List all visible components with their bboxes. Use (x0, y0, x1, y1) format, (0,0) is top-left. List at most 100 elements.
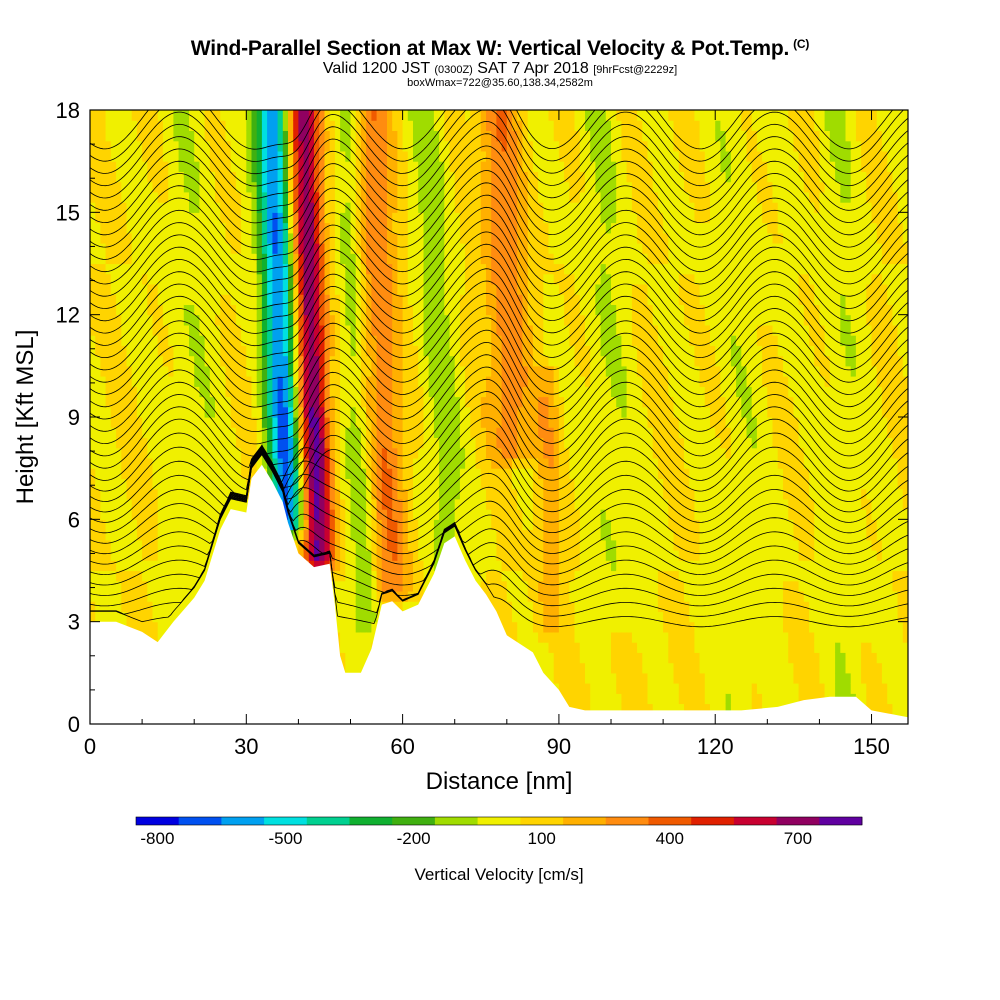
w-cell (131, 601, 138, 612)
w-cell (324, 110, 331, 121)
w-cell (147, 591, 154, 602)
w-cell (293, 539, 299, 551)
w-cell (334, 120, 341, 131)
w-cell (126, 365, 133, 377)
w-cell (517, 611, 523, 623)
w-cell (157, 621, 164, 633)
w-cell (204, 550, 211, 561)
w-cell (251, 324, 258, 336)
w-cell (272, 263, 279, 275)
w-cell (116, 161, 122, 172)
w-cell (178, 550, 185, 561)
w-cell (147, 519, 154, 531)
w-cell (168, 243, 174, 254)
w-cell (360, 304, 367, 316)
w-cell (345, 376, 352, 387)
w-cell (230, 376, 237, 387)
w-cell (496, 457, 503, 469)
w-cell (402, 601, 409, 612)
w-cell (303, 140, 310, 152)
w-cell (517, 150, 523, 162)
w-cell (246, 447, 253, 459)
w-cell (491, 519, 497, 531)
w-cell (402, 386, 409, 398)
w-cell (173, 519, 180, 531)
w-cell (517, 427, 523, 438)
w-cell (277, 437, 284, 449)
w-cell (189, 437, 195, 449)
w-cell (324, 294, 331, 305)
w-cell (121, 376, 128, 387)
w-cell (95, 539, 101, 551)
w-cell (444, 447, 451, 459)
w-cell (329, 110, 336, 121)
w-cell (142, 120, 148, 131)
w-cell (152, 417, 159, 428)
w-cell (470, 161, 477, 172)
w-cell (251, 212, 258, 224)
w-cell (501, 324, 508, 336)
w-cell (100, 457, 107, 469)
w-cell (345, 662, 352, 674)
w-cell (204, 468, 211, 479)
w-cell (142, 110, 148, 121)
w-cell (126, 284, 133, 295)
w-cell (517, 529, 523, 541)
w-cell (433, 120, 440, 131)
w-cell (360, 284, 367, 295)
w-cell (178, 222, 185, 234)
w-cell (501, 498, 508, 510)
w-cell (209, 212, 216, 224)
w-cell (194, 498, 200, 510)
w-cell (90, 550, 96, 561)
w-cell (251, 376, 258, 387)
w-cell (235, 427, 242, 438)
w-cell (189, 478, 195, 490)
w-cell (433, 539, 440, 551)
w-cell (298, 191, 305, 203)
w-cell (162, 457, 169, 469)
w-cell (381, 570, 388, 582)
w-cell (475, 529, 482, 541)
w-cell (345, 396, 352, 408)
w-cell (126, 191, 133, 203)
w-cell (350, 324, 357, 336)
w-cell (444, 284, 451, 295)
w-cell (131, 386, 138, 398)
w-cell (444, 406, 451, 418)
w-cell (100, 550, 107, 561)
w-cell (116, 232, 122, 244)
w-cell (261, 120, 268, 131)
w-cell (277, 253, 284, 265)
w-cell (454, 498, 461, 510)
w-cell (366, 478, 372, 490)
w-cell (121, 202, 128, 213)
w-cell (209, 110, 216, 121)
w-cell (225, 324, 232, 336)
w-cell (480, 161, 487, 172)
w-cell (105, 406, 112, 418)
w-cell (199, 498, 206, 510)
w-cell (189, 447, 195, 459)
w-cell (454, 529, 461, 541)
w-cell (116, 580, 122, 592)
w-cell (413, 580, 419, 592)
w-cell (517, 457, 523, 469)
w-cell (459, 509, 466, 520)
w-cell (90, 601, 96, 612)
w-cell (454, 519, 461, 531)
w-cell (152, 263, 159, 275)
w-cell (480, 560, 487, 572)
w-cell (288, 447, 294, 459)
w-cell (459, 222, 466, 234)
w-cell (272, 294, 279, 305)
w-cell (423, 304, 430, 316)
w-cell (288, 171, 294, 183)
w-cell (267, 314, 273, 326)
w-cell (147, 621, 154, 633)
w-cell (142, 560, 148, 572)
w-cell (360, 345, 367, 357)
w-cell (241, 376, 247, 387)
w-cell (183, 324, 190, 336)
w-cell (168, 478, 174, 490)
